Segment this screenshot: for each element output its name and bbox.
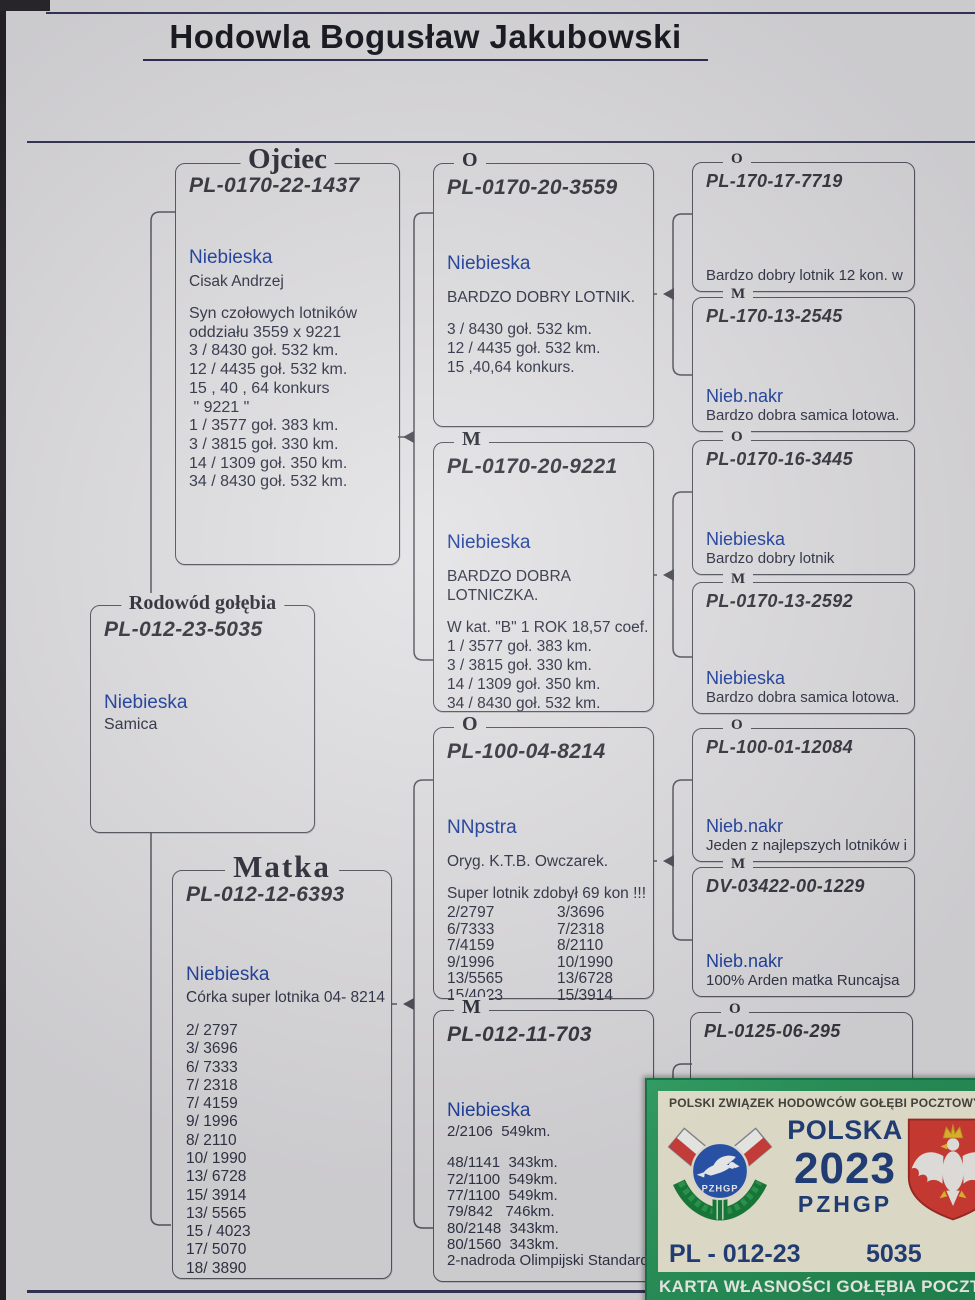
- sticker-year: 2023: [794, 1143, 896, 1193]
- subject-color-name: Niebieska: [104, 692, 188, 713]
- header-rule: [27, 141, 975, 143]
- sticker-ring-number: 5035: [866, 1240, 922, 1268]
- mother-results: 2/ 2797 3/ 3696 6/ 7333 7/ 2318 7/ 4159 …: [186, 1022, 251, 1277]
- gg5-ring: PL-100-01-12084: [706, 737, 854, 757]
- grandfather-maternal-ring: PL-100-04-8214: [447, 740, 606, 763]
- gg6-desc: 100% Arden matka Runcajsa: [706, 972, 900, 989]
- sticker-panel: POLSKI ZWIĄZEK HODOWCÓW GOŁĘBI POCZTOWYC…: [658, 1091, 975, 1272]
- sex-marker: O: [721, 1002, 749, 1017]
- grandmother-paternal-box: M PL-0170-20-9221 Niebieska BARDZO DOBRA…: [433, 429, 654, 713]
- grandfather-paternal-color: Niebieska: [447, 253, 531, 274]
- sex-marker: M: [454, 429, 489, 449]
- top-rule: [46, 12, 975, 14]
- grandfather-maternal-results-col1: 2/2797 6/7333 7/4159 9/1996 13/5565 15/4…: [447, 904, 504, 1004]
- father-box: Ojciec PL-0170-22-1437 Niebieska Cisak A…: [175, 145, 400, 565]
- gg2-ring: PL-170-13-2545: [706, 306, 843, 326]
- mother-color-name: Niebieska: [186, 964, 270, 985]
- father-owner: Cisak Andrzej: [189, 273, 284, 290]
- grandmother-maternal-desc: 2/2106 549km.: [447, 1123, 551, 1140]
- grandmother-maternal-ring: PL-012-11-703: [447, 1023, 592, 1046]
- gg4-ring: PL-0170-13-2592: [706, 591, 854, 611]
- sex-marker: M: [723, 287, 754, 302]
- great-grandparent-box-5: O PL-100-01-12084 Nieb.nakr Jeden z najl…: [692, 718, 915, 862]
- subject-sex: Samica: [104, 716, 158, 733]
- mother-subtitle: Córka super lotnika 04- 8214: [186, 989, 386, 1006]
- gg1-ring: PL-170-17-7719: [706, 171, 843, 191]
- grandfather-maternal-color: NNpstra: [447, 817, 517, 838]
- grandfather-maternal-desc: Oryg. K.T.B. Owczarek.: [447, 853, 609, 870]
- father-color-name: Niebieska: [189, 247, 273, 268]
- grandmother-paternal-color: Niebieska: [447, 532, 531, 553]
- sex-marker: O: [723, 718, 751, 733]
- sticker-title-block: POLSKA 2023 PZHGP: [786, 1115, 904, 1218]
- sex-marker: O: [454, 150, 486, 170]
- sticker-ring-prefix: PL - 012-23: [669, 1240, 801, 1268]
- great-grandparent-box-3: O PL-0170-16-3445 Niebieska Bardzo dobry…: [692, 430, 915, 575]
- sticker-organization: POLSKI ZWIĄZEK HODOWCÓW GOŁĘBI POCZTOWYC…: [669, 1096, 975, 1110]
- sex-marker: M: [454, 997, 489, 1017]
- mother-ring-number: PL-012-12-6393: [186, 883, 345, 906]
- gg5-color: Nieb.nakr: [706, 816, 784, 836]
- sex-marker: O: [723, 152, 751, 167]
- great-grandparent-box-6: M DV-03422-00-1229 Nieb.nakr 100% Arden …: [692, 857, 915, 997]
- grandmother-paternal-desc: BARDZO DOBRA LOTNICZKA.: [447, 568, 572, 605]
- scan-edge-top: [0, 0, 50, 11]
- sticker-ring-row: PL - 012-23 5035: [669, 1240, 975, 1269]
- mother-box: Matka PL-012-12-6393 Niebieska Córka sup…: [172, 851, 392, 1279]
- grandfather-paternal-results: 3 / 8430 goł. 532 km. 12 / 4435 goł. 532…: [447, 321, 601, 377]
- grandmother-paternal-ring: PL-0170-20-9221: [447, 455, 618, 478]
- grandfather-paternal-ring: PL-0170-20-3559: [447, 176, 618, 199]
- page-title: Hodowla Bogusław Jakubowski: [143, 18, 708, 61]
- grandmother-maternal-results: 48/1141 343km. 72/1100 549km. 77/1100 54…: [447, 1154, 649, 1270]
- gg3-desc: Bardzo dobry lotnik: [706, 550, 835, 567]
- great-grandparent-box-1: O PL-170-17-7719 Bardzo dobry lotnik 12 …: [692, 152, 915, 292]
- grandmother-maternal-box: M PL-012-11-703 Niebieska 2/2106 549km. …: [433, 997, 654, 1282]
- svg-text:PZHGP: PZHGP: [702, 1184, 739, 1194]
- gg3-color: Niebieska: [706, 529, 786, 549]
- grandmother-maternal-color: Niebieska: [447, 1100, 531, 1121]
- sex-marker: O: [723, 430, 751, 445]
- gg3-ring: PL-0170-16-3445: [706, 449, 854, 469]
- grandfather-maternal-results-col2: 3/3696 7/2318 8/2110 10/1990 13/6728 15/…: [557, 904, 614, 1004]
- gg4-desc: Bardzo dobra samica lotowa.: [706, 689, 900, 706]
- gg4-color: Niebieska: [706, 668, 786, 688]
- grandfather-paternal-box: O PL-0170-20-3559 Niebieska BARDZO DOBRY…: [433, 150, 654, 427]
- sticker-card-label: KARTA WŁASNOŚCI GOŁĘBIA POCZTOWEGO: [659, 1277, 975, 1296]
- scan-edge-left: [0, 0, 6, 1300]
- sex-marker: M: [723, 857, 754, 872]
- gg6-ring: DV-03422-00-1229: [706, 876, 865, 896]
- pzhgp-2023-sticker: POLSKI ZWIĄZEK HODOWCÓW GOŁĘBI POCZTOWYC…: [645, 1078, 975, 1300]
- gg6-color: Nieb.nakr: [706, 951, 784, 971]
- grandfather-paternal-desc: BARDZO DOBRY LOTNIK.: [447, 289, 636, 306]
- great-grandparent-box-2: M PL-170-13-2545 Nieb.nakr Bardzo dobra …: [692, 287, 915, 432]
- grandfather-maternal-box: O PL-100-04-8214 NNpstra Oryg. K.T.B. Ow…: [433, 714, 654, 1004]
- subject-box-label: Rodowód gołębia: [120, 593, 285, 613]
- pzhgp-logo-icon: PZHGP: [667, 1127, 773, 1221]
- father-ring-number: PL-0170-22-1437: [189, 174, 360, 197]
- great-grandparent-box-4: M PL-0170-13-2592 Niebieska Bardzo dobra…: [692, 572, 915, 714]
- sticker-association: PZHGP: [797, 1191, 893, 1218]
- sex-marker: M: [723, 572, 754, 587]
- gg2-desc: Bardzo dobra samica lotowa.: [706, 407, 900, 424]
- gg7-ring: PL-0125-06-295: [704, 1021, 841, 1041]
- gg5-desc: Jeden z najlepszych lotników i: [706, 837, 907, 854]
- sex-marker: O: [454, 714, 486, 734]
- grandfather-maternal-note: Super lotnik zdobył 69 kon !!!: [447, 885, 647, 903]
- poland-eagle-icon: [907, 1118, 975, 1221]
- mother-box-label: Matka: [225, 851, 339, 882]
- father-results: Syn czołowych lotników oddziału 3559 x 9…: [189, 305, 358, 491]
- gg1-desc: Bardzo dobry lotnik 12 kon. w: [706, 267, 903, 284]
- gg2-color: Nieb.nakr: [706, 386, 784, 406]
- subject-ring-number: PL-012-23-5035: [104, 618, 263, 641]
- bottom-rule: [27, 1290, 975, 1293]
- subject-box: Rodowód gołębia PL-012-23-5035 Niebieska…: [90, 593, 315, 833]
- grandmother-paternal-results: W kat. "B" 1 ROK 18,57 coef. 1 / 3577 go…: [447, 619, 649, 713]
- father-box-label: Ojciec: [240, 145, 335, 174]
- sticker-country: POLSKA: [787, 1115, 903, 1145]
